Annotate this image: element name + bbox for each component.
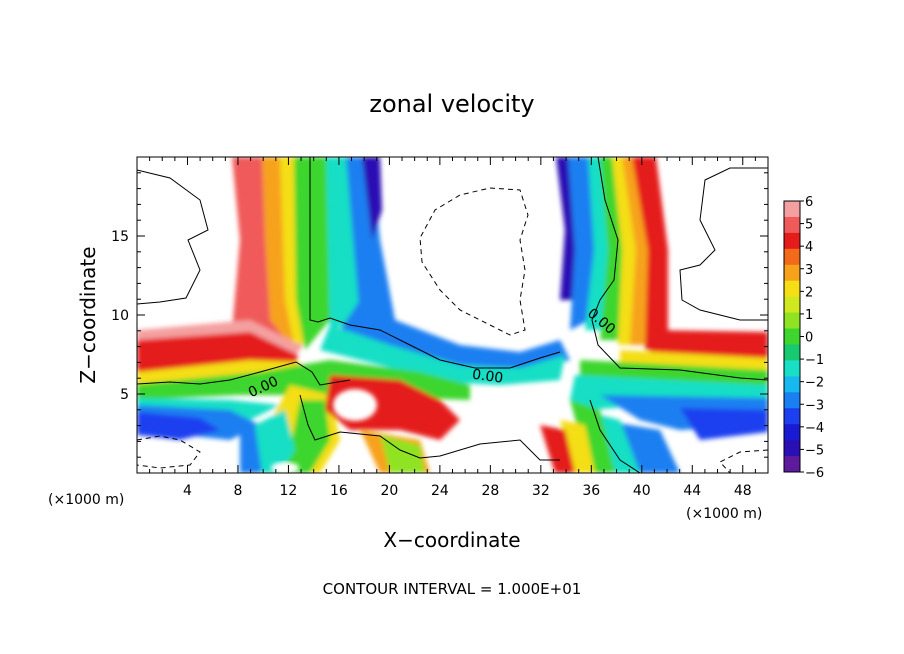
x-tick-label: 12: [280, 483, 298, 499]
contour-thin-left-top: [137, 169, 209, 305]
pocket-white-left: [333, 389, 377, 421]
colorbar-swatch: [784, 312, 800, 330]
band-left-jet-green: [294, 157, 330, 350]
x-tick-label: 28: [481, 483, 499, 499]
band-right-jet-red: [632, 157, 668, 350]
colorbar-tick-label: −5: [805, 443, 824, 458]
chart-title: zonal velocity: [369, 90, 534, 118]
plot-area: 0.00 0.00 0.00: [137, 157, 768, 473]
colorbar-swatch: [784, 376, 800, 393]
band-right-lower-green: [570, 400, 615, 473]
band-left-jet-darkblue: [362, 157, 382, 240]
colorbar-swatch: [784, 201, 800, 218]
x-tick-label: 16: [330, 483, 348, 499]
colorbar-tick-label: −3: [805, 398, 824, 413]
y-axis: 5 10 15: [111, 172, 768, 458]
colorbar-swatch: [784, 296, 800, 314]
contour-zero-left: [137, 361, 351, 386]
colorbar-swatch: [784, 264, 800, 282]
colorbar-tick-label: 2: [805, 285, 813, 300]
band-left-jet-blue: [346, 157, 395, 320]
band-lower-green: [285, 400, 330, 473]
colorbar: 6 5 4 3 2 1 0 −1 −2 −3 −4 −5 −6: [783, 195, 824, 481]
colorbar-tick-label: 5: [805, 218, 813, 233]
colorbar-tick-label: −1: [805, 353, 824, 368]
field-bands: [137, 157, 768, 473]
x-tick-label: 48: [734, 483, 752, 499]
colorbar-swatch: [784, 392, 800, 409]
band-right-layer-darkblue: [680, 408, 768, 440]
colorbar-swatch: [784, 232, 800, 250]
band-diagonal-cyan: [320, 325, 565, 385]
x-axis-label: X−coordinate: [383, 528, 520, 552]
colorbar-swatch: [784, 456, 800, 473]
x-tick-label: 8: [233, 483, 242, 499]
band-lower-cyan: [255, 410, 295, 473]
y-tick-label: 5: [120, 387, 129, 403]
colorbar-swatch: [784, 408, 800, 425]
y-tick-label: 15: [111, 229, 129, 245]
x-axis: 4 8 12 16 20 24 28 32 36 40 44 48: [149, 157, 756, 499]
colorbar-tick-label: −4: [805, 421, 824, 436]
x-tick-label: 32: [532, 483, 550, 499]
contour-dashed-right-lower: [719, 449, 768, 473]
x-tick-label: 40: [633, 483, 651, 499]
footer-contour-interval: CONTOUR INTERVAL = 1.000E+01: [323, 580, 582, 598]
colorbar-swatch: [784, 440, 800, 457]
colorbar-tick-label: 0: [805, 331, 813, 346]
contour-dashed-left-lower: [137, 435, 201, 469]
colorbar-swatch: [784, 344, 800, 361]
colorbar-swatch: [784, 424, 800, 441]
contour-label-center: 0.00: [471, 367, 504, 387]
pocket-white-bottom-left: [271, 462, 299, 473]
x-tick-label: 4: [183, 483, 192, 499]
band-diagonal-blue: [340, 300, 570, 372]
band-lower-green-center: [380, 435, 425, 473]
y-axis-label: Z−coordinate: [76, 246, 100, 383]
colorbar-tick-label: 1: [805, 308, 813, 323]
colorbar-tick-label: −6: [805, 466, 824, 481]
colorbar-tick-label: 4: [805, 240, 813, 255]
contour-thin-right-top: [679, 167, 768, 321]
contour-thin-right-lower: [589, 399, 641, 473]
colorbar-swatch: [784, 360, 800, 377]
x-unit-left: (×1000 m): [48, 492, 124, 508]
contour-zero-vertical: [309, 157, 561, 369]
contour-zero-right: [591, 157, 768, 381]
contour-dashed-center: [419, 187, 529, 336]
x-tick-label: 24: [431, 483, 449, 499]
colorbar-tick-label: 3: [805, 263, 813, 278]
pocket-white-center: [334, 454, 366, 470]
contour-zero-lower: [299, 394, 560, 461]
x-unit-right: (×1000 m): [686, 506, 762, 522]
colorbar-swatch: [784, 216, 800, 234]
x-tick-label: 44: [683, 483, 701, 499]
colorbar-swatch: [784, 248, 800, 266]
x-tick-label: 20: [380, 483, 398, 499]
colorbar-swatch: [784, 328, 800, 345]
x-tick-label: 36: [582, 483, 600, 499]
colorbar-tick-label: −2: [805, 376, 824, 391]
colorbar-swatch: [784, 280, 800, 298]
y-tick-label: 10: [111, 308, 129, 324]
band-right-lower-yellow: [560, 420, 595, 473]
contour-lines: [137, 157, 768, 473]
colorbar-tick-label: 6: [805, 195, 813, 210]
band-right-lower-red: [540, 425, 575, 473]
band-left-layer-darkblue: [137, 412, 220, 440]
